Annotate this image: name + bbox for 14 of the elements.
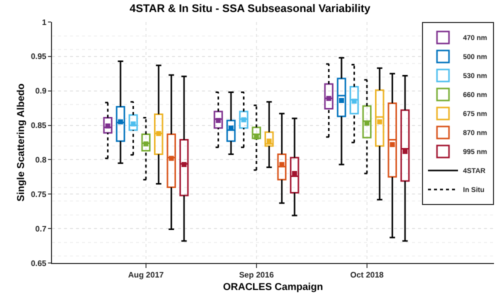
- y-tick-label: 1: [42, 18, 47, 27]
- y-tick-label: 0.65: [30, 258, 47, 268]
- y-tick-label: 0.85: [30, 121, 47, 130]
- y-tick-label: 0.8: [35, 156, 47, 165]
- y-tick-label: 0.95: [30, 52, 47, 62]
- y-axis-title: Single Scattering Albedo: [16, 84, 27, 202]
- x-tick-label: Oct 2018: [350, 270, 384, 280]
- x-tick-label: Aug 2017: [128, 270, 164, 280]
- y-tick-label: 0.9: [35, 86, 47, 96]
- x-tick-label: Sep 2016: [239, 270, 274, 280]
- x-axis-title: ORACLES Campaign: [222, 282, 324, 294]
- y-tick-label: 0.75: [30, 190, 47, 199]
- y-tick-label: 0.7: [35, 224, 47, 234]
- chart-title: 4STAR & In Situ - SSA Subseasonal Variability: [130, 3, 372, 16]
